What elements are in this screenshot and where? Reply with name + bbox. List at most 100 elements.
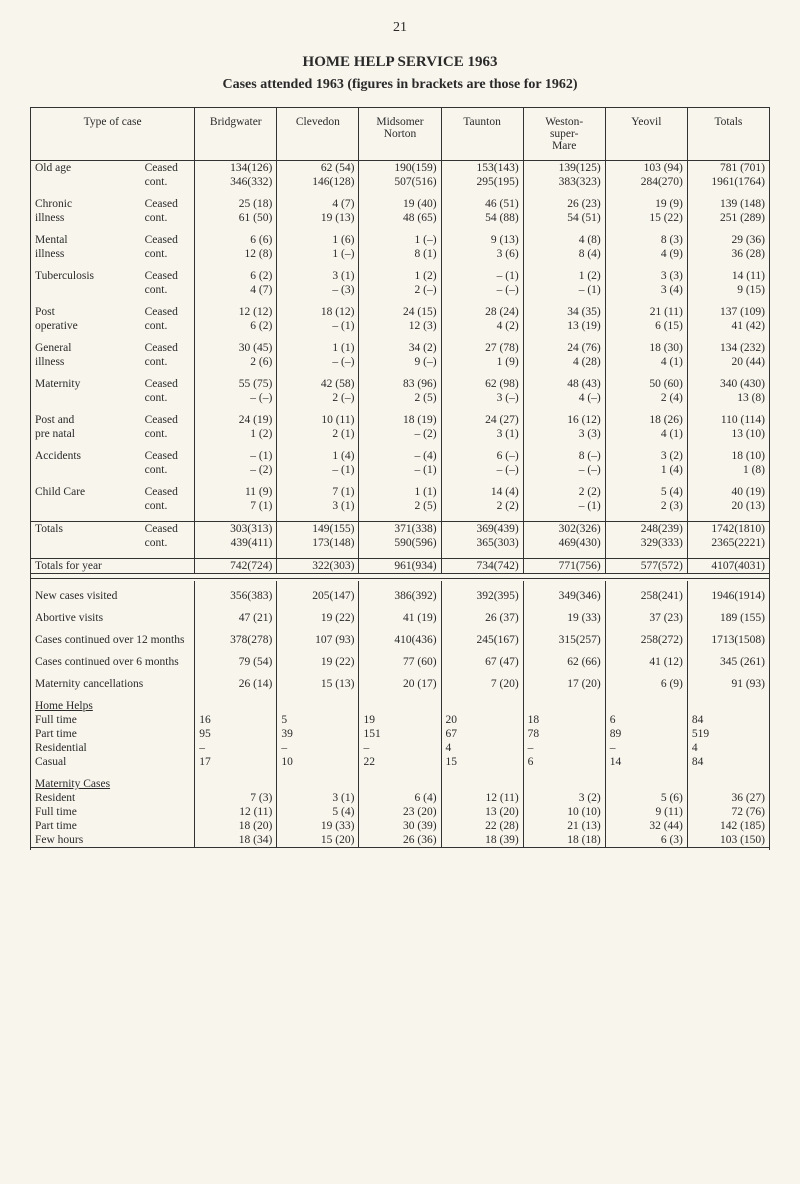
table-row: PostCeased12 (12)18 (12)24 (15)28 (24)34… [31,305,770,319]
data-cell: 1 (2) [523,269,605,283]
data-cell: 8 (3) [605,233,687,247]
data-cell: 590(596) [359,536,441,550]
data-cell: 24 (76) [523,341,605,355]
data-cell: 84 [687,713,769,727]
data-cell: 19 (22) [277,655,359,669]
data-cell: 25 (18) [195,197,277,211]
table-row: Residential–––4––4 [31,741,770,755]
data-cell: – [359,741,441,755]
row-label: Totals [31,522,141,537]
data-cell: 48 (43) [523,377,605,391]
col-bridgwater: Bridgwater [195,108,277,161]
row-label: Totals for year [31,559,195,574]
data-cell: 295(195) [441,175,523,189]
spacer-row [31,297,770,305]
table-row: Few hours18 (34)15 (20)26 (36)18 (39)18 … [31,833,770,848]
data-cell: 137 (109) [687,305,769,319]
data-cell: 507(516) [359,175,441,189]
data-cell: 19 (40) [359,197,441,211]
data-cell: 26 (36) [359,833,441,848]
row-label: Accidents [31,449,141,463]
table-row: TotalsCeased303(313)149(155)371(338)369(… [31,522,770,537]
table-row: illnesscont.12 (8)1 (–)8 (1)3 (6)8 (4)4 … [31,247,770,261]
table-row: Casual1710221561484 [31,755,770,769]
data-cell: 110 (114) [687,413,769,427]
data-cell: 19 (22) [277,611,359,625]
data-cell: 19 (33) [277,819,359,833]
data-cell: 83 (96) [359,377,441,391]
data-cell: 3 (4) [605,283,687,297]
data-cell: 3 (–) [441,391,523,405]
table-row: illnesscont.2 (6)– (–)9 (–)1 (9)4 (28)4 … [31,355,770,369]
row-label: General [31,341,141,355]
data-cell: 4 (7) [277,197,359,211]
data-cell: 2365(2221) [687,536,769,550]
table-row: cont.7 (1)3 (1)2 (5)2 (2)– (1)2 (3)20 (1… [31,499,770,513]
data-cell: 365(303) [441,536,523,550]
row-label: Casual [31,755,195,769]
data-cell: 15 (13) [277,677,359,691]
data-cell: 2 (3) [605,499,687,513]
data-cell: 15 [441,755,523,769]
data-cell: 4 (–) [523,391,605,405]
data-cell: 346(332) [195,175,277,189]
table-row: cont.– (2)– (1)– (1)– (–)– (–)1 (4)1 (8) [31,463,770,477]
data-cell: 284(270) [605,175,687,189]
table-row: MentalCeased6 (6)1 (6)1 (–)9 (13)4 (8)8 … [31,233,770,247]
data-cell: 50 (60) [605,377,687,391]
data-cell: 18 (30) [605,341,687,355]
table-row: Post andCeased24 (19)10 (11)18 (19)24 (2… [31,413,770,427]
data-cell: 6 (9) [605,677,687,691]
data-cell: 36 (27) [687,791,769,805]
row-label [31,463,141,477]
data-cell: 55 (75) [195,377,277,391]
data-cell: 15 (20) [277,833,359,848]
col-taunton: Taunton [441,108,523,161]
table-row: Resident7 (3)3 (1)6 (4)12 (11)3 (2)5 (6)… [31,791,770,805]
data-cell: 5 (6) [605,791,687,805]
data-cell: 4 (2) [441,319,523,333]
table-row: cont.346(332)146(128)507(516)295(195)383… [31,175,770,189]
data-cell: 40 (19) [687,485,769,499]
table-row: MaternityCeased55 (75)42 (58)83 (96)62 (… [31,377,770,391]
row-sublabel: Ceased [141,377,195,391]
data-cell: 6 (2) [195,269,277,283]
table-header-row: Type of case Bridgwater Clevedon Midsome… [31,108,770,161]
data-cell: 190(159) [359,161,441,176]
data-cell: 79 (54) [195,655,277,669]
data-cell: 322(303) [277,559,359,574]
data-cell: 84 [687,755,769,769]
data-cell: 4 (1) [605,427,687,441]
data-cell: 251 (289) [687,211,769,225]
row-sublabel: cont. [141,536,195,550]
data-cell: 54 (51) [523,211,605,225]
row-sublabel: Ceased [141,485,195,499]
row-sublabel: cont. [141,283,195,297]
data-cell: 37 (23) [605,611,687,625]
data-cell: 17 (20) [523,677,605,691]
data-cell: 4 (7) [195,283,277,297]
data-cell: 28 (24) [441,305,523,319]
data-cell: – (1) [441,269,523,283]
table-row: illnesscont.61 (50)19 (13)48 (65)54 (88)… [31,211,770,225]
data-cell: 345 (261) [687,655,769,669]
row-label: Full time [31,805,195,819]
table-row: Maternity cancellations26 (14)15 (13)20 … [31,677,770,691]
data-cell: 3 (2) [605,449,687,463]
data-cell: 30 (39) [359,819,441,833]
table-row: AccidentsCeased– (1)1 (4)– (4)6 (–)8 (–)… [31,449,770,463]
row-sublabel: cont. [141,211,195,225]
data-cell: 4 [687,741,769,755]
col-midsomer: MidsomerNorton [359,108,441,161]
data-cell: 340 (430) [687,377,769,391]
data-cell: 10 (11) [277,413,359,427]
table-row: Part time18 (20)19 (33)30 (39)22 (28)21 … [31,819,770,833]
data-cell: 371(338) [359,522,441,537]
data-cell: 72 (76) [687,805,769,819]
data-cell: 378(278) [195,633,277,647]
data-cell: 519 [687,727,769,741]
col-weston: Weston-super-Mare [523,108,605,161]
data-cell: – (1) [523,499,605,513]
spacer-row [31,550,770,559]
table-row: Part time9539151677889519 [31,727,770,741]
